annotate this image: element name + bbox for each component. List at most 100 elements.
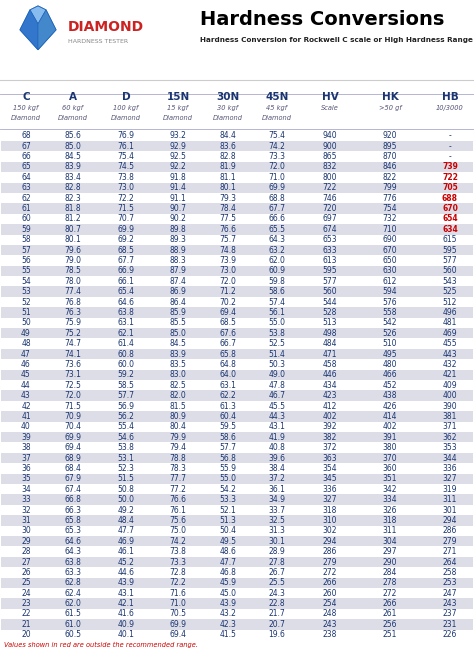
Text: 55: 55: [21, 267, 31, 275]
Text: 382: 382: [323, 433, 337, 442]
Text: 63.1: 63.1: [219, 381, 237, 390]
Text: 74.8: 74.8: [219, 246, 237, 255]
Text: 370: 370: [383, 454, 397, 462]
Text: 576: 576: [383, 297, 397, 306]
Text: 434: 434: [323, 381, 337, 390]
Text: 60.4: 60.4: [219, 412, 237, 421]
Text: 66.6: 66.6: [268, 215, 285, 224]
Text: Hardness Conversions: Hardness Conversions: [200, 10, 444, 29]
Text: 61.4: 61.4: [118, 339, 135, 348]
Text: 52.5: 52.5: [269, 339, 285, 348]
Text: 45 kgf: 45 kgf: [266, 104, 288, 111]
Text: 24: 24: [21, 589, 31, 598]
Text: 391: 391: [383, 433, 397, 442]
Text: 68.8: 68.8: [269, 194, 285, 203]
Text: 271: 271: [443, 547, 457, 556]
Text: 55.9: 55.9: [219, 464, 237, 473]
Text: 53: 53: [21, 287, 31, 296]
Text: 73.3: 73.3: [170, 557, 186, 567]
Text: 69.9: 69.9: [64, 433, 82, 442]
Text: 595: 595: [443, 246, 457, 255]
Text: 58.6: 58.6: [269, 287, 285, 296]
Text: 25.5: 25.5: [269, 578, 285, 587]
Text: 56: 56: [21, 256, 31, 265]
Text: 89.3: 89.3: [170, 235, 186, 244]
Text: 77.2: 77.2: [170, 484, 186, 494]
Text: 40.9: 40.9: [118, 620, 135, 629]
Text: Diamond: Diamond: [213, 115, 243, 121]
Text: 25: 25: [21, 578, 31, 587]
Text: 237: 237: [443, 610, 457, 619]
Text: 558: 558: [383, 308, 397, 317]
Text: 86.4: 86.4: [170, 297, 186, 306]
Text: 60.8: 60.8: [118, 349, 135, 359]
Text: 560: 560: [323, 287, 337, 296]
Text: 81.1: 81.1: [219, 173, 237, 182]
Text: 85.0: 85.0: [64, 141, 82, 151]
Text: 247: 247: [443, 589, 457, 598]
Text: 278: 278: [383, 578, 397, 587]
Text: 595: 595: [323, 267, 337, 275]
Text: 43.9: 43.9: [219, 599, 237, 608]
Text: 272: 272: [383, 589, 397, 598]
Text: 75.9: 75.9: [64, 318, 82, 327]
FancyBboxPatch shape: [1, 183, 473, 193]
Text: 746: 746: [323, 194, 337, 203]
Text: 58: 58: [21, 235, 31, 244]
Text: 254: 254: [323, 599, 337, 608]
Text: 73.0: 73.0: [219, 267, 237, 275]
Text: 56.9: 56.9: [118, 402, 135, 411]
Text: 362: 362: [443, 433, 457, 442]
Text: 51: 51: [21, 308, 31, 317]
FancyBboxPatch shape: [1, 391, 473, 401]
Text: 74.2: 74.2: [269, 141, 285, 151]
Text: 528: 528: [323, 308, 337, 317]
Text: 70.2: 70.2: [219, 297, 237, 306]
Text: 525: 525: [443, 287, 457, 296]
Text: 432: 432: [443, 360, 457, 369]
Text: 471: 471: [323, 349, 337, 359]
Text: 80.1: 80.1: [219, 183, 237, 192]
Text: 58.5: 58.5: [118, 381, 135, 390]
Text: 732: 732: [383, 215, 397, 224]
Text: 83.9: 83.9: [170, 349, 186, 359]
Text: 48.4: 48.4: [118, 516, 135, 525]
Text: 83.0: 83.0: [170, 370, 186, 379]
Text: 70.4: 70.4: [64, 422, 82, 432]
Text: 62.4: 62.4: [64, 589, 82, 598]
Text: 371: 371: [443, 422, 457, 432]
Text: 650: 650: [383, 256, 397, 265]
Text: 455: 455: [443, 339, 457, 348]
Text: 80.4: 80.4: [170, 422, 186, 432]
Text: 60.9: 60.9: [268, 267, 285, 275]
Text: 45.0: 45.0: [219, 589, 237, 598]
Text: 50.8: 50.8: [118, 484, 135, 494]
Text: 92.9: 92.9: [170, 141, 186, 151]
Text: 55.0: 55.0: [219, 475, 237, 483]
Text: 412: 412: [323, 402, 337, 411]
Text: 92.5: 92.5: [170, 152, 186, 161]
Text: 512: 512: [443, 297, 457, 306]
Text: 284: 284: [383, 568, 397, 577]
FancyBboxPatch shape: [1, 349, 473, 359]
Text: 85.0: 85.0: [170, 329, 186, 338]
Text: 372: 372: [323, 443, 337, 452]
Text: 66.1: 66.1: [118, 277, 135, 286]
Text: 46.9: 46.9: [118, 537, 135, 546]
Text: 45.9: 45.9: [219, 578, 237, 587]
Text: 900: 900: [323, 141, 337, 151]
Text: 526: 526: [383, 329, 397, 338]
Text: 33: 33: [21, 495, 31, 504]
Text: 46.8: 46.8: [219, 568, 237, 577]
Text: 51.5: 51.5: [118, 475, 135, 483]
Text: 68.5: 68.5: [219, 318, 237, 327]
Text: 754: 754: [383, 204, 397, 213]
Text: -: -: [448, 152, 451, 161]
Text: 739: 739: [442, 162, 458, 171]
Text: 71.5: 71.5: [64, 402, 82, 411]
Text: 29: 29: [21, 537, 31, 546]
Text: 690: 690: [383, 235, 397, 244]
Text: 19.6: 19.6: [269, 630, 285, 640]
Text: 82.8: 82.8: [64, 183, 82, 192]
Text: 66: 66: [21, 152, 31, 161]
